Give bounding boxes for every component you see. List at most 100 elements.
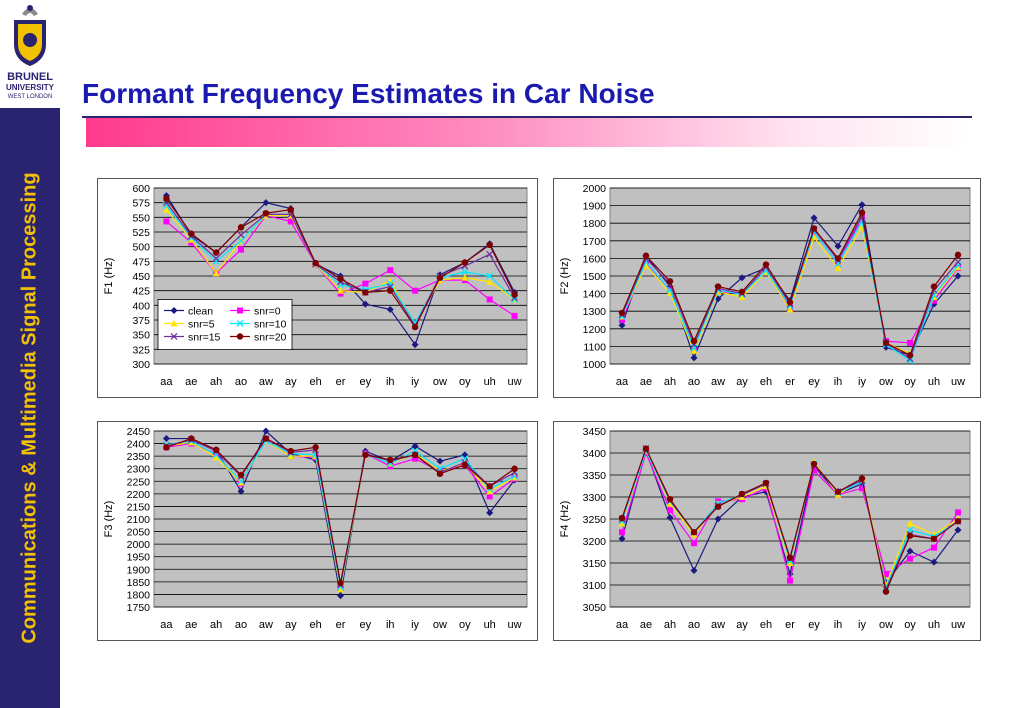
data-point: [411, 323, 419, 331]
chart-svg: 1000 1100 1200 1300 1400 1500 1600 1700 1800 1900…: [559, 183, 971, 388]
y-tick-label: 3250: [583, 514, 607, 526]
data-point: [436, 457, 444, 465]
data-point: [212, 453, 220, 461]
x-tick-label: ay: [736, 619, 748, 631]
data-point: [511, 296, 519, 303]
data-point: [690, 337, 698, 345]
data-point: [618, 321, 626, 329]
x-tick-label: uw: [508, 619, 522, 631]
data-point: [714, 503, 722, 510]
y-tick-label: 1850: [127, 577, 151, 589]
y-tick-label: 450: [132, 271, 150, 283]
y-tick-label: 1100: [583, 341, 606, 353]
data-point: [287, 452, 295, 460]
data-point: [461, 274, 469, 281]
data-point: [486, 241, 493, 249]
data-point: [162, 206, 170, 213]
title-divider: [82, 116, 972, 118]
y-tick-label: 1200: [583, 324, 607, 336]
data-point: [858, 475, 866, 482]
legend-marker: [170, 319, 178, 327]
x-tick-label: ey: [808, 619, 820, 631]
y-tick-label: 2000: [583, 183, 607, 195]
x-tick-label: oy: [459, 619, 471, 631]
data-point: [436, 274, 444, 281]
data-point: [810, 225, 818, 232]
data-point: [237, 487, 245, 495]
x-tick-label: ae: [640, 376, 652, 388]
data-point: [859, 485, 865, 492]
data-point: [690, 347, 698, 354]
data-point: [738, 293, 746, 301]
x-tick-label: ah: [664, 376, 676, 388]
data-point: [954, 526, 962, 534]
data-point: [237, 237, 245, 245]
data-point: [163, 195, 170, 202]
data-point: [213, 450, 220, 457]
sidebar-title: Communications & Multimedia Signal Proce…: [18, 172, 41, 644]
data-point: [811, 467, 817, 474]
y-tick-label: 575: [132, 198, 150, 210]
x-tick-label: aw: [711, 619, 725, 631]
chart-f1: 300 325 350 375 400 425 450 475 500 525 550 575 600 a…: [97, 178, 538, 398]
data-point: [212, 254, 220, 262]
x-tick-label: iy: [858, 619, 866, 631]
data-point: [787, 577, 793, 584]
decorative-band: [86, 118, 972, 147]
data-point: [262, 427, 270, 435]
sidebar: BRUNEL UNIVERSITY WEST LONDON Communicat…: [0, 0, 60, 708]
data-point: [642, 252, 650, 259]
data-point: [163, 444, 170, 451]
crest-icon: [14, 5, 46, 66]
data-point: [212, 446, 220, 454]
data-point: [762, 261, 770, 268]
x-tick-label: aa: [616, 619, 629, 631]
x-tick-label: eh: [310, 376, 322, 388]
chart-f2: 1000 1100 1200 1300 1400 1500 1600 1700 1800 1900…: [553, 178, 981, 398]
x-tick-label: ao: [235, 619, 247, 631]
x-tick-label: ao: [235, 376, 247, 388]
data-point: [486, 483, 493, 490]
data-point: [690, 354, 698, 362]
data-point: [786, 299, 794, 306]
y-tick-label: 1950: [127, 552, 151, 564]
x-tick-label: ay: [285, 619, 297, 631]
data-point: [312, 259, 319, 267]
data-point: [906, 357, 914, 364]
series-snr-20: [163, 195, 518, 331]
data-point: [618, 514, 626, 522]
y-tick-label: 300: [132, 359, 150, 371]
y-tick-label: 1700: [583, 236, 607, 248]
data-point: [511, 465, 518, 472]
y-axis-label: F3 (Hz): [103, 501, 115, 538]
y-tick-label: 2150: [127, 501, 151, 513]
x-tick-label: ae: [640, 619, 652, 631]
x-tick-label: ih: [834, 376, 843, 388]
data-point: [337, 275, 344, 283]
data-point: [337, 287, 344, 294]
data-point: [511, 291, 518, 298]
data-point: [511, 312, 518, 319]
data-point: [162, 202, 170, 210]
x-tick-label: aa: [160, 376, 173, 388]
x-tick-label: ih: [386, 619, 395, 631]
y-tick-label: 2350: [127, 451, 151, 463]
y-tick-label: 3400: [583, 448, 607, 460]
x-tick-label: er: [336, 376, 346, 388]
x-tick-label: ey: [808, 376, 820, 388]
x-tick-label: ao: [688, 619, 700, 631]
data-point: [691, 540, 697, 547]
x-tick-label: iy: [858, 376, 866, 388]
data-point: [954, 251, 962, 259]
legend-label: clean: [188, 305, 213, 317]
data-point: [486, 493, 493, 500]
x-tick-label: aw: [259, 619, 273, 631]
data-point: [882, 588, 890, 595]
data-point: [387, 456, 394, 464]
data-point: [882, 339, 890, 347]
y-tick-label: 475: [132, 256, 150, 268]
data-point: [237, 471, 245, 479]
y-tick-label: 3050: [583, 602, 607, 614]
data-point: [883, 571, 889, 577]
data-point: [411, 341, 419, 349]
